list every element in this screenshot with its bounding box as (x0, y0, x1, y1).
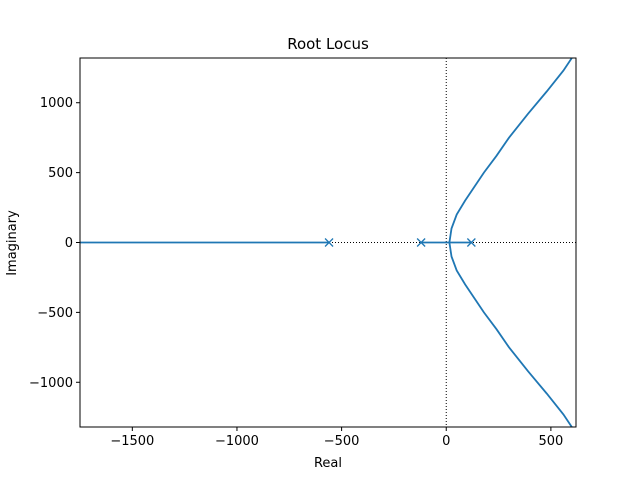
chart-title: Root Locus (287, 35, 369, 53)
x-tick-label: −500 (324, 434, 360, 449)
x-tick-label: −1000 (215, 434, 259, 449)
x-tick-label: 0 (442, 434, 450, 449)
x-axis-label: Real (314, 456, 342, 471)
locus-branch-3 (448, 58, 573, 243)
pole-marker-1 (324, 238, 334, 247)
pole-marker-2 (416, 238, 426, 247)
y-tick-label: −500 (37, 306, 73, 321)
x-tick-label: 500 (538, 434, 563, 449)
y-tick-label: 1000 (40, 96, 73, 111)
pole-marker-3 (466, 238, 476, 247)
y-tick-label: 0 (65, 236, 73, 251)
locus-branch-4 (448, 242, 573, 427)
y-axis-label: Imaginary (5, 210, 20, 276)
y-tick-label: 500 (48, 166, 73, 181)
plot-area: −1500 −1000 −500 0 500 −1000 −500 0 500 1000 (29, 57, 577, 449)
y-tick-label: −1000 (29, 376, 73, 391)
x-tick-label: −1500 (110, 434, 154, 449)
